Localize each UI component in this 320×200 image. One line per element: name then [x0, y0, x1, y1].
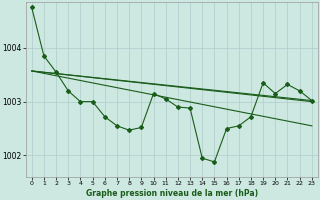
X-axis label: Graphe pression niveau de la mer (hPa): Graphe pression niveau de la mer (hPa): [86, 189, 258, 198]
